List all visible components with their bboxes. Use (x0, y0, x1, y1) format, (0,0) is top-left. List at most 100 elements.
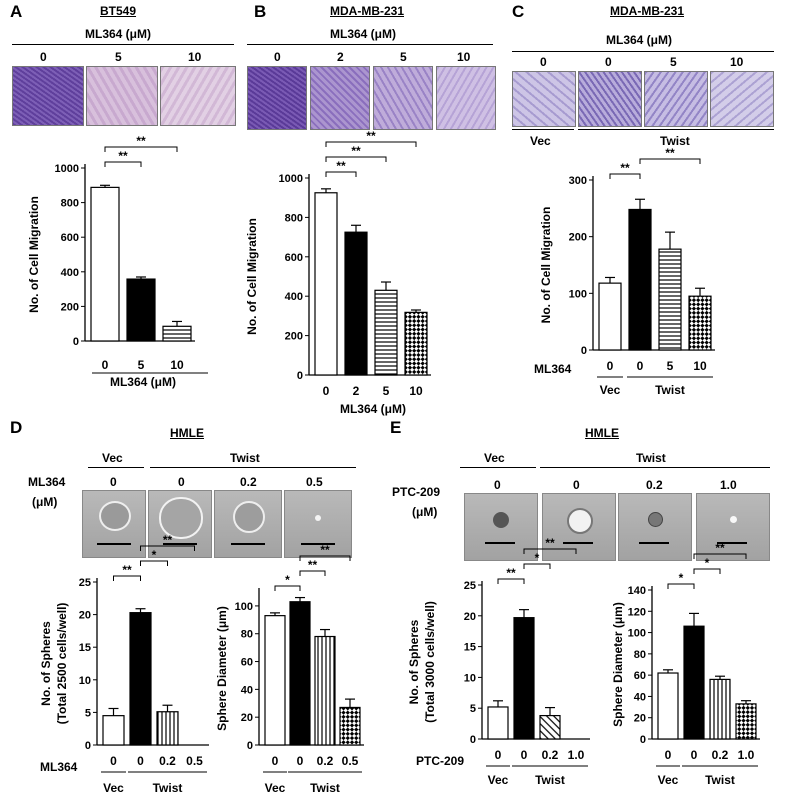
migration-micrograph-sparse (436, 66, 496, 130)
y-tick-label: 0 (85, 740, 91, 752)
group-label: Twist (310, 781, 340, 795)
y-tick-label: 10 (79, 675, 91, 687)
sphere-image (148, 490, 212, 558)
significance-bracket (693, 553, 747, 559)
scale-bar (485, 542, 515, 544)
panel-e-image-label: 0 (494, 478, 501, 492)
significance-label: * (679, 571, 684, 585)
sphere-image (214, 490, 282, 558)
significance-bracket (299, 570, 326, 576)
y-tick-label: 100 (235, 601, 253, 613)
y-axis-label: Sphere Diameter (μm) (215, 606, 229, 731)
significance-label: * (535, 551, 540, 565)
significance-bracket (113, 575, 141, 581)
migration-micrograph-dense (12, 66, 84, 126)
bar (126, 278, 156, 342)
bar (688, 295, 712, 351)
y-tick-label: 60 (241, 657, 253, 669)
x-tick-label: 0.2 (159, 754, 176, 768)
panel-b-image-label: 2 (337, 50, 344, 64)
chart-b: 0 200 400 600 800 1000 No. of Cell Migration 0 2… (245, 129, 431, 416)
group-label: Vec (600, 383, 621, 397)
migration-micrograph-medium (310, 66, 370, 130)
x-tick-label: 5 (138, 358, 145, 372)
panel-e-group-vec: Vec (484, 451, 505, 465)
y-tick-label: 200 (285, 331, 303, 343)
bar (513, 617, 535, 740)
group-label: Vec (488, 773, 509, 787)
y-tick-label: 60 (634, 670, 646, 682)
y-axis-label: No. of Spheres (39, 621, 53, 706)
bar (404, 311, 428, 376)
migration-micrograph-sparse (512, 71, 576, 127)
y-tick-label: 400 (61, 267, 79, 279)
panel-d-group-twist: Twist (230, 451, 260, 465)
scale-bar (301, 543, 335, 545)
x-tick-label: 10 (409, 384, 423, 398)
scale-bar (97, 543, 131, 545)
sphere-blob (567, 508, 593, 534)
sphere-image (464, 493, 538, 561)
panel-d-image-label: 0.2 (240, 475, 257, 489)
panel-letter-b: B (254, 2, 267, 21)
significance-bracket (104, 146, 178, 152)
y-tick-label: 200 (61, 301, 79, 313)
x-tick-label: 0 (607, 359, 614, 373)
sphere-blob (233, 501, 265, 533)
sphere-blob (315, 515, 321, 521)
panel-c-vec-rule (512, 129, 574, 130)
bar (129, 612, 152, 746)
panel-a-image-label: 10 (188, 50, 202, 64)
significance-label: ** (163, 533, 173, 547)
panel-d-row-unit: (μM) (32, 495, 58, 509)
bar (598, 282, 622, 351)
panel-c-image-label: 0 (605, 55, 612, 69)
panel-e-title: HMLE (585, 426, 619, 440)
significance-label: ** (665, 146, 675, 160)
x-tick-label: 0 (102, 358, 109, 372)
bar (683, 625, 705, 740)
sphere-blob (648, 512, 663, 527)
chart-d1: 0 5 10 15 20 25 No. of Spheres (Total 2500 cell… (39, 533, 209, 795)
y-tick-label: 20 (464, 611, 476, 623)
y-axis-label: No. of Cell Migration (245, 218, 259, 335)
y-axis-label: No. of Cell Migration (27, 196, 41, 313)
sphere-image (542, 493, 616, 561)
y-tick-label: 0 (581, 345, 587, 357)
x-tick-label: 0.5 (186, 754, 203, 768)
x-tick-label: 0 (137, 754, 144, 768)
significance-label: ** (715, 541, 725, 555)
significance-bracket (325, 171, 357, 177)
significance-label: ** (136, 134, 146, 148)
migration-micrograph-sparse (86, 66, 158, 126)
migration-micrograph-medium (373, 66, 433, 130)
bar (102, 715, 125, 746)
x-tick-label: 0 (691, 748, 698, 762)
x-tick-label: 10 (693, 359, 707, 373)
significance-bracket (140, 560, 168, 566)
significance-label: * (152, 548, 157, 562)
bar (628, 208, 652, 351)
x-tick-label: 0.5 (342, 754, 359, 768)
y-tick-label: 5 (85, 707, 91, 719)
panel-e-row-label: PTC-209 (392, 485, 441, 499)
significance-label: ** (506, 566, 516, 580)
migration-micrograph-medium (578, 71, 642, 127)
panel-d-image-label: 0 (110, 475, 117, 489)
sphere-image (618, 493, 692, 561)
y-tick-label: 0 (247, 740, 253, 752)
significance-bracket (609, 173, 641, 179)
x-tick-label: 0.2 (542, 748, 559, 762)
significance-label: ** (118, 149, 128, 163)
panel-e-image-label: 1.0 (720, 478, 737, 492)
scale-bar (717, 542, 747, 544)
chart-c: 0 100 200 300 No. of Cell Migration 0 0 5 10 ** **… (539, 146, 715, 397)
scale-bar (231, 543, 265, 545)
group-label: Twist (535, 773, 565, 787)
panel-d-x-row-label: ML364 (40, 760, 78, 774)
significance-bracket (299, 555, 351, 561)
y-tick-label: 15 (464, 642, 476, 654)
panel-b-title: MDA-MB-231 (330, 4, 405, 18)
panel-b-image-label: 5 (400, 50, 407, 64)
x-axis-label: ML364 (μM) (110, 375, 176, 389)
